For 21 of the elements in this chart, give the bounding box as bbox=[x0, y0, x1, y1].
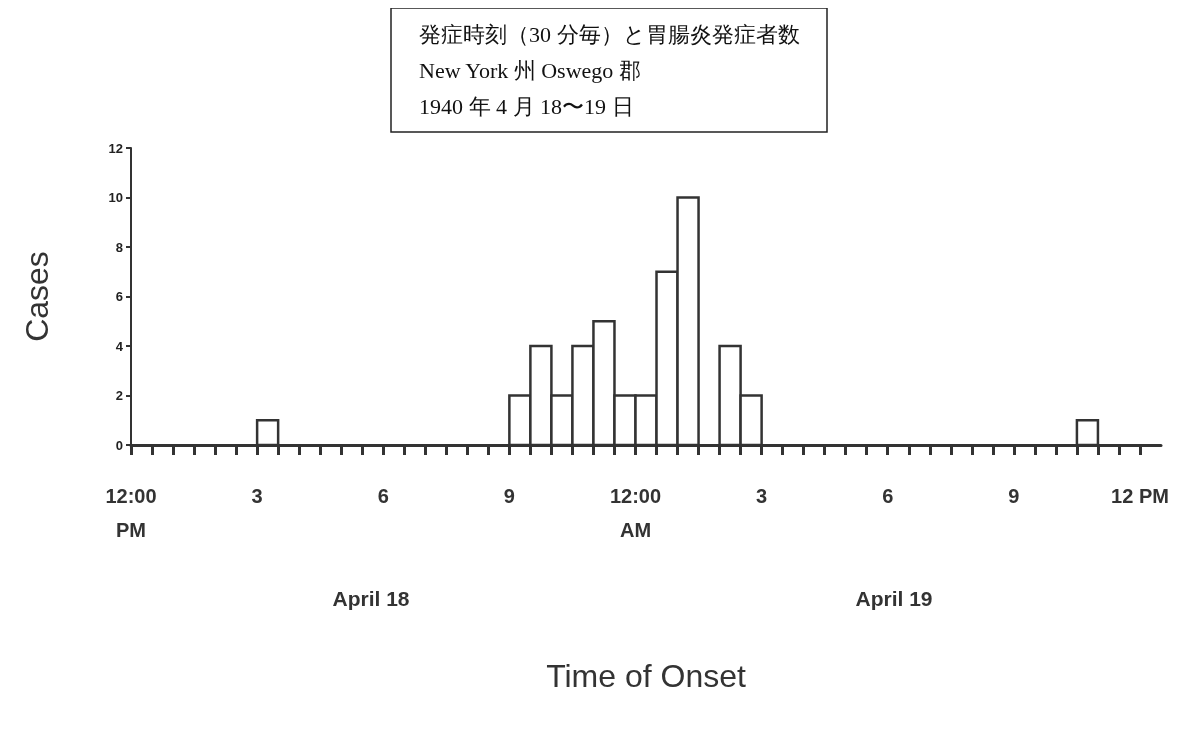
text: April 19 bbox=[855, 587, 933, 610]
y-tick-label: 8 bbox=[115, 239, 123, 255]
y-tick-label: 2 bbox=[115, 388, 123, 403]
x-tick-label: 3 bbox=[756, 485, 768, 507]
x-tick-label: 12:00 PM bbox=[105, 485, 157, 541]
y-tick-label: 10 bbox=[108, 190, 123, 205]
y-tick-label: 6 bbox=[115, 289, 123, 304]
x-tick-label: 12 PM bbox=[1111, 485, 1169, 507]
y-tick-label: 12 bbox=[108, 140, 123, 156]
x-tick-label: 12:00 AM bbox=[609, 485, 662, 541]
y-tick-label: 4 bbox=[115, 338, 124, 354]
y-tick-label: 0 bbox=[115, 437, 123, 453]
x-axis-title: Time of Onset bbox=[546, 658, 746, 694]
x-tick-label: 6 bbox=[882, 485, 894, 507]
x-tick-label: 9 bbox=[503, 485, 515, 507]
x-tick-label: 3 bbox=[251, 485, 263, 507]
y-axis-title: Cases bbox=[19, 251, 55, 342]
chart-title: 発症時刻（30 分毎）と胃腸炎発症者数 New York 州 Oswego 郡 1940 年 4 月 18〜19 日 bbox=[419, 21, 800, 119]
x-tick-label: 9 bbox=[1008, 485, 1020, 507]
text: April 18 bbox=[332, 587, 410, 610]
x-tick-label: 6 bbox=[377, 485, 389, 507]
